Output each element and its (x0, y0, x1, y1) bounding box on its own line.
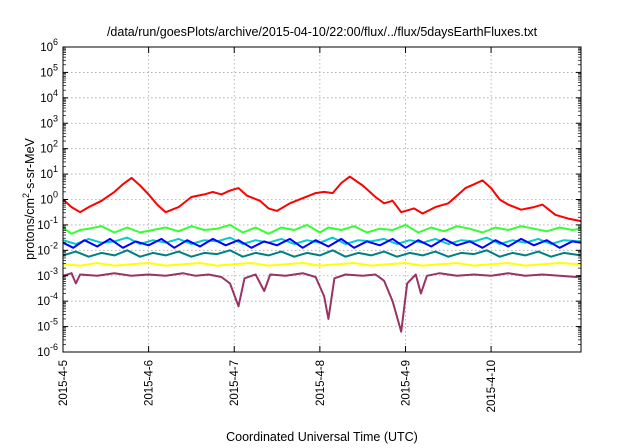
y-tick-label: 10-2 (37, 240, 58, 257)
series-line-6 (62, 262, 582, 267)
series-lines (62, 175, 582, 333)
series-line-5 (62, 249, 582, 258)
y-tick-base: 10 (40, 93, 53, 105)
y-tick-exponent: 4 (53, 88, 58, 98)
y-tick-exponent: 0 (53, 190, 58, 200)
chart-title: /data/run/goesPlots/archive/2015-04-10/2… (107, 25, 538, 39)
y-tick-base: 10 (40, 67, 53, 79)
x-tick-label: 2015-4-9 (400, 360, 412, 406)
series-line-1 (62, 175, 582, 223)
x-tick-label: 2015-4-10 (486, 360, 498, 412)
x-tick-label: 2015-4-6 (144, 360, 156, 406)
y-tick-exponent: -2 (50, 240, 58, 250)
grid (63, 47, 581, 352)
series-line-4 (62, 237, 582, 249)
y-tick-exponent: 2 (53, 139, 58, 149)
series-line-2 (62, 223, 582, 235)
y-axis-title-sup: 2 (21, 193, 31, 198)
y-tick-base: 10 (40, 169, 53, 181)
y-tick-label: 104 (40, 88, 58, 105)
y-tick-base: 10 (37, 220, 50, 232)
y-tick-label: 10-1 (37, 215, 58, 232)
y-axis: 10-610-510-410-310-210-11001011021031041… (37, 37, 581, 359)
y-axis-title-rest: -s-sr-MeV (23, 137, 37, 193)
y-tick-exponent: -6 (50, 342, 58, 352)
y-tick-exponent: 5 (53, 62, 58, 72)
y-tick-exponent: -5 (50, 317, 58, 327)
y-tick-label: 10-3 (37, 266, 58, 283)
y-axis-title: protons/cm2-s-sr-MeV (21, 137, 37, 259)
y-tick-base: 10 (37, 245, 50, 257)
y-tick-base: 10 (40, 144, 53, 156)
y-tick-base: 10 (37, 271, 50, 283)
y-tick-exponent: -1 (50, 215, 58, 225)
y-tick-base: 10 (40, 42, 53, 54)
y-tick-base: 10 (40, 195, 53, 207)
y-tick-exponent: 1 (53, 164, 58, 174)
y-tick-label: 105 (40, 62, 58, 79)
y-tick-base: 10 (37, 322, 50, 334)
x-tick-label: 2015-4-5 (58, 360, 70, 406)
y-tick-label: 103 (40, 113, 58, 130)
y-tick-base: 10 (37, 296, 50, 308)
y-tick-base: 10 (40, 118, 53, 130)
x-axis-title: Coordinated Universal Time (UTC) (226, 430, 418, 444)
series-line-7 (62, 272, 582, 333)
y-axis-title-base: protons/cm (23, 198, 37, 260)
y-tick-label: 101 (40, 164, 58, 181)
x-axis: 2015-4-5 2015-4-6 2015-4-7 2015-4-8 2015-4-9… (58, 47, 498, 412)
y-tick-exponent: 3 (53, 113, 58, 123)
y-tick-label: 10-5 (37, 317, 58, 334)
y-tick-exponent: -4 (50, 291, 58, 301)
x-tick-label: 2015-4-8 (315, 360, 327, 406)
y-tick-label: 106 (40, 37, 58, 54)
y-tick-exponent: -3 (50, 266, 58, 276)
y-tick-label: 10-4 (37, 291, 58, 308)
y-tick-label: 10-6 (37, 342, 58, 359)
x-tick-label: 2015-4-7 (229, 360, 241, 406)
y-tick-label: 100 (40, 190, 58, 207)
y-tick-exponent: 6 (53, 37, 58, 47)
y-tick-label: 102 (40, 139, 58, 156)
y-tick-base: 10 (37, 347, 50, 359)
